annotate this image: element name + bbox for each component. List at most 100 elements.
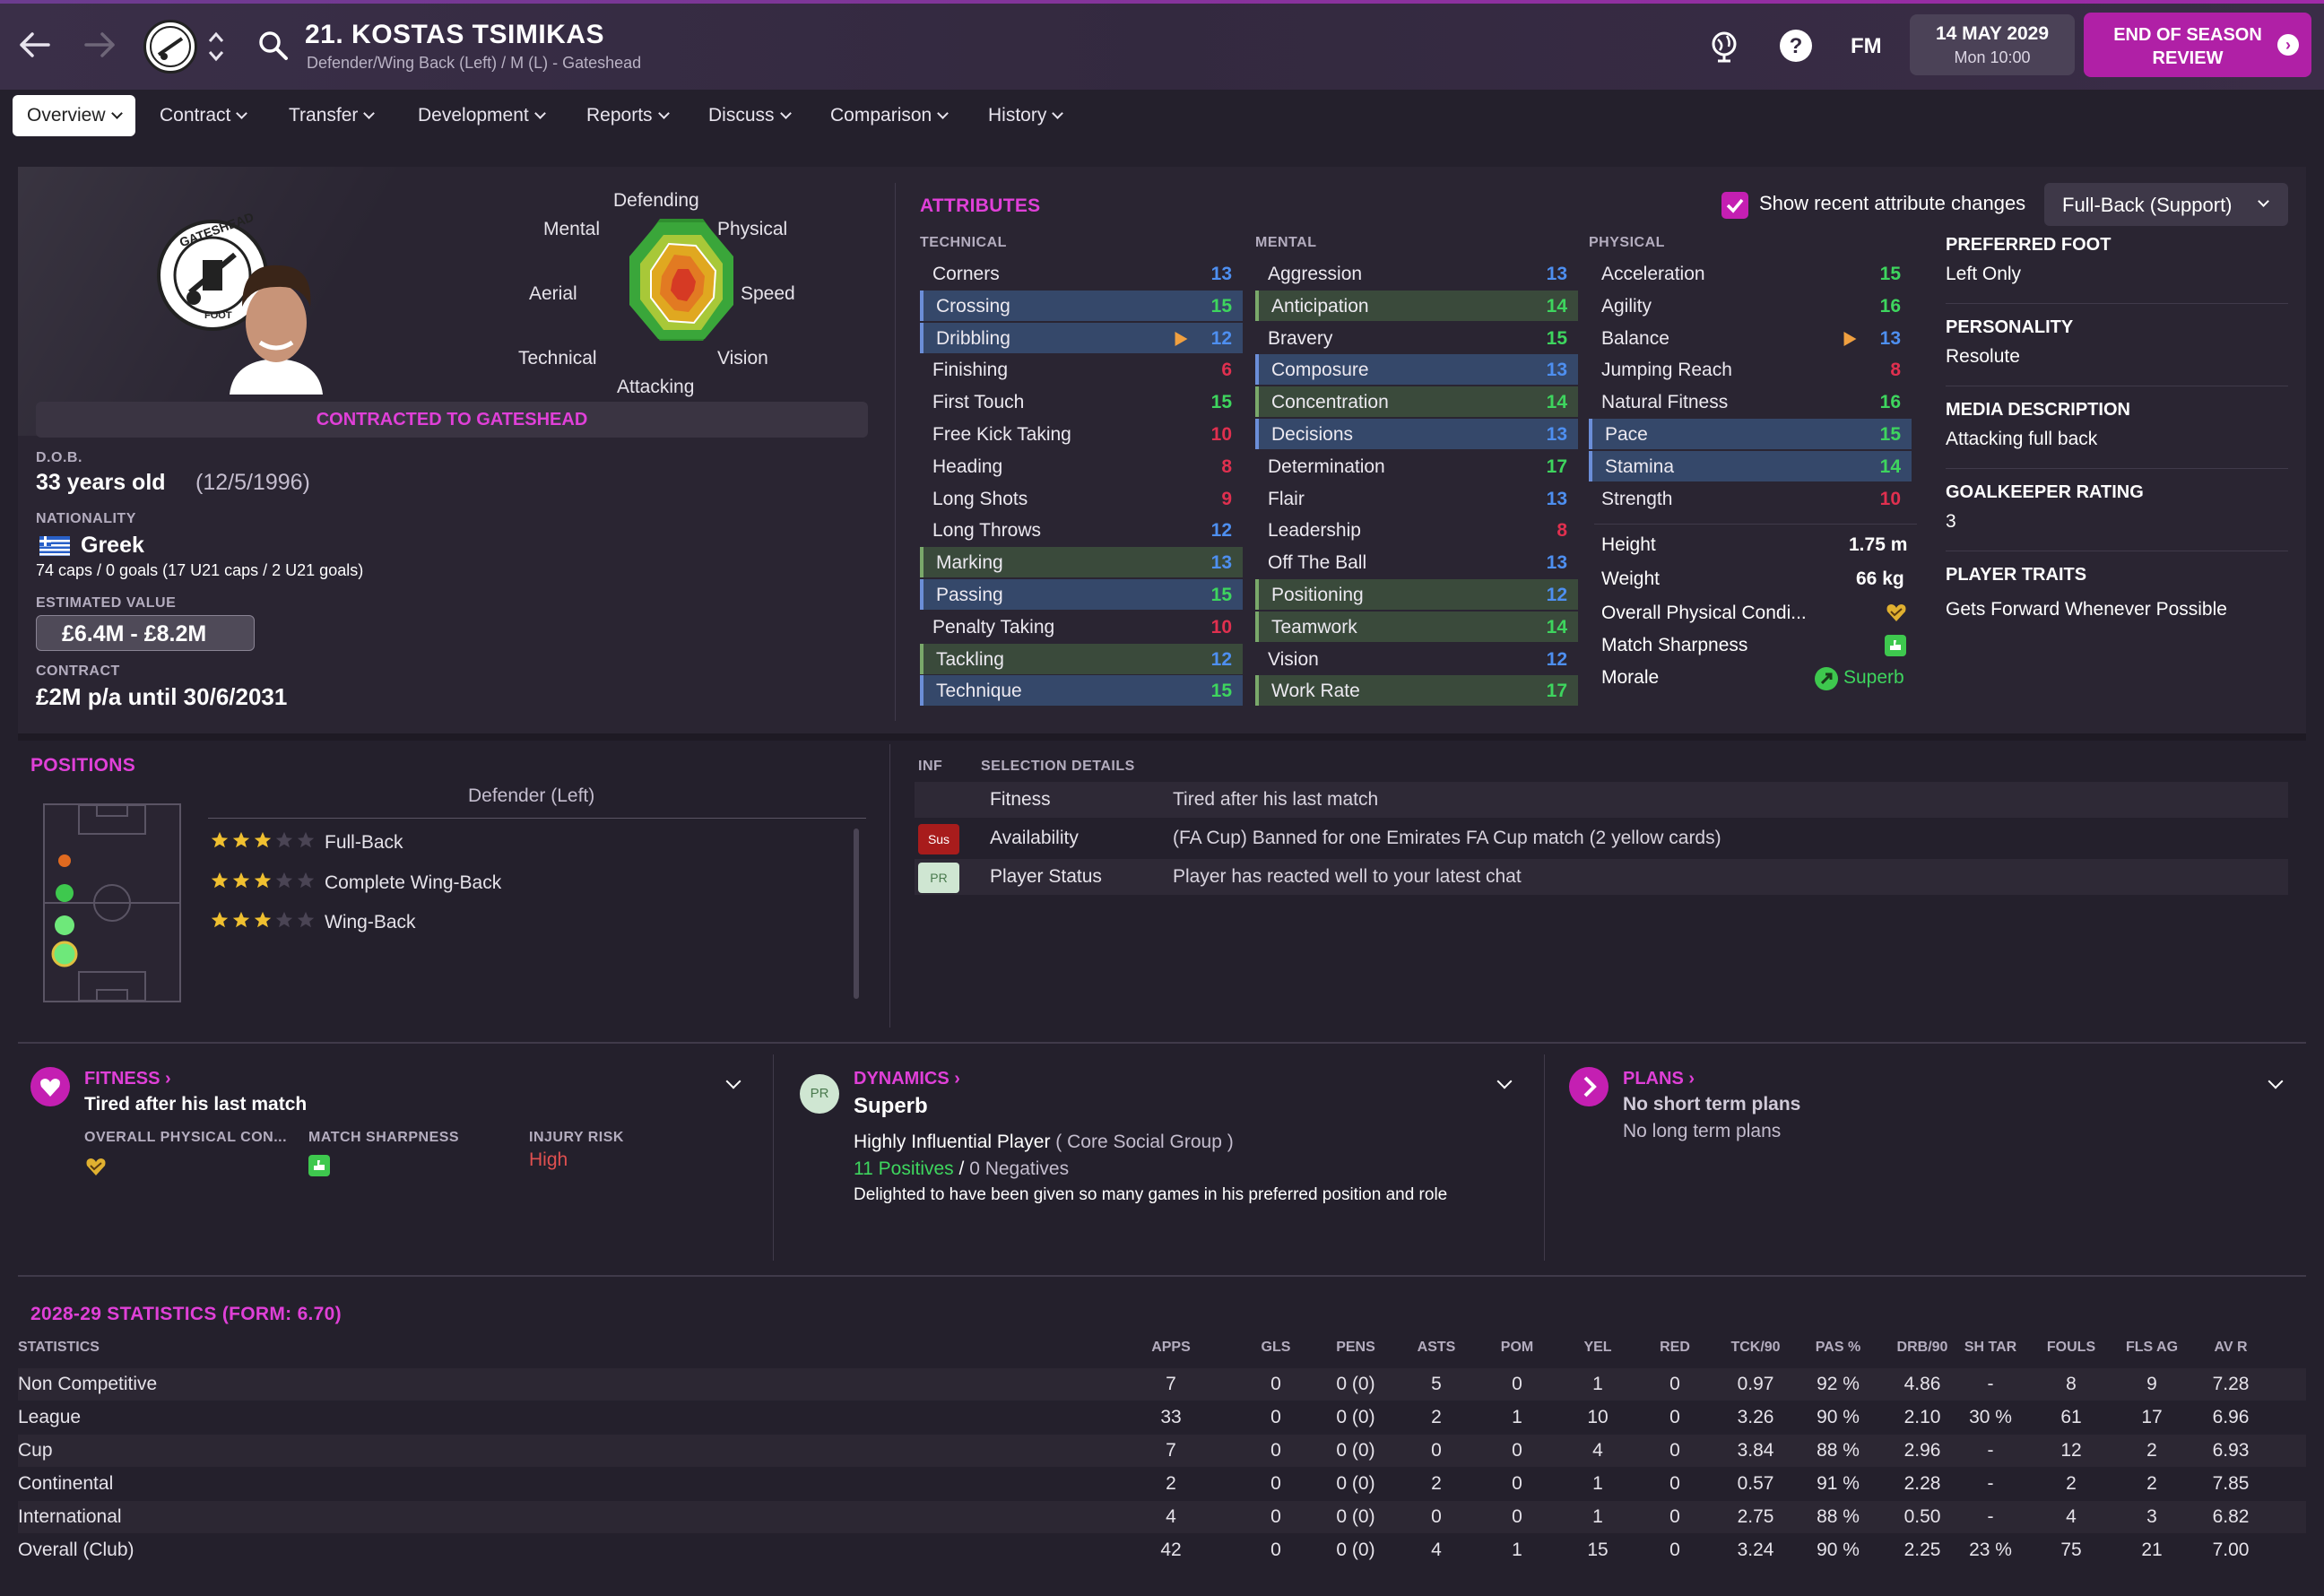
tab-transfer[interactable]: Transfer xyxy=(289,95,376,136)
statistics-cell: 0 (0) xyxy=(1336,1506,1375,1527)
attribute-row[interactable]: Corners 13 xyxy=(920,258,1243,289)
attribute-row[interactable]: Stamina 14 xyxy=(1589,450,1912,481)
attribute-row[interactable]: Concentration 14 xyxy=(1255,386,1578,418)
attribute-row[interactable]: Teamwork 14 xyxy=(1255,611,1578,642)
statistics-title: 2028-29 STATISTICS (FORM: 6.70) xyxy=(30,1304,342,1324)
statistics-row[interactable]: Continental 2 0 0 (0) 2 0 1 0 0.57 91 % 2.28 - 2 2 7.8… xyxy=(18,1468,2306,1500)
attribute-row[interactable]: Crossing 15 xyxy=(920,290,1243,321)
statistics-cell: 2.96 xyxy=(1903,1440,1941,1461)
tab-contract[interactable]: Contract xyxy=(160,95,248,136)
fm-menu-button[interactable]: FM xyxy=(1851,34,1882,58)
plans-title[interactable]: PLANS › xyxy=(1623,1069,1695,1089)
role-item[interactable]: Wing-Back xyxy=(210,910,837,939)
attribute-row[interactable]: Leadership 8 xyxy=(1255,515,1578,545)
attribute-row[interactable]: Finishing 6 xyxy=(920,354,1243,385)
roles-scrollbar[interactable] xyxy=(854,828,859,999)
attribute-row[interactable]: Free Kick Taking 10 xyxy=(920,419,1243,449)
fitness-expand-icon[interactable] xyxy=(725,1073,741,1089)
attribute-row[interactable]: Penalty Taking 10 xyxy=(920,612,1243,642)
show-changes-checkbox[interactable] xyxy=(1721,192,1748,219)
attribute-row[interactable]: Determination 17 xyxy=(1255,451,1578,481)
back-arrow-icon[interactable] xyxy=(14,25,54,65)
player-switch-icon[interactable] xyxy=(204,27,228,66)
dynamics-expand-icon[interactable] xyxy=(1496,1073,1513,1089)
attribute-row[interactable]: Passing 15 xyxy=(920,579,1243,610)
attribute-row[interactable]: Strength 10 xyxy=(1589,483,1912,514)
attribute-value: 12 xyxy=(1546,648,1567,670)
attribute-row[interactable]: Flair 13 xyxy=(1255,483,1578,514)
tab-comparison[interactable]: Comparison xyxy=(830,95,950,136)
attribute-row[interactable]: Long Throws 12 xyxy=(920,515,1243,545)
attribute-row[interactable]: Dribbling 12 xyxy=(920,322,1243,353)
attribute-name: Marking xyxy=(936,552,1003,574)
plans-expand-icon[interactable] xyxy=(2268,1073,2284,1089)
attribute-row[interactable]: Marking 13 xyxy=(920,547,1243,578)
attribute-row[interactable]: Agility 16 xyxy=(1589,291,1912,321)
role-dropdown[interactable]: Full-Back (Support) xyxy=(2044,183,2288,226)
attribute-row[interactable]: Natural Fitness 16 xyxy=(1589,386,1912,417)
attribute-row[interactable]: Tackling 12 xyxy=(920,643,1243,674)
age-value: 33 years old xyxy=(36,470,166,495)
attribute-value: 13 xyxy=(1546,552,1567,574)
current-time: Mon 10:00 xyxy=(1954,48,2031,66)
role-item[interactable]: Full-Back xyxy=(210,830,837,859)
attribute-name: Anticipation xyxy=(1271,295,1369,317)
statistics-header-cell: PAS % xyxy=(1815,1340,1861,1355)
tab-overview[interactable]: Overview xyxy=(13,95,135,136)
statistics-row[interactable]: League 33 0 0 (0) 2 1 10 0 3.26 90 % 2.10 30 % 61 17 6… xyxy=(18,1401,2306,1434)
statistics-row[interactable]: Overall (Club) 42 0 0 (0) 4 1 15 0 3.24 90 % 2.25 2… xyxy=(18,1534,2306,1566)
statistics-row[interactable]: International 4 0 0 (0) 0 0 1 0 2.75 88 % 0.50 - 4 3 6… xyxy=(18,1501,2306,1533)
attribute-row[interactable]: Aggression 13 xyxy=(1255,258,1578,289)
radar-label-mental: Mental xyxy=(543,219,601,239)
attribute-row[interactable]: Work Rate 17 xyxy=(1255,675,1578,707)
show-changes-label[interactable]: Show recent attribute changes xyxy=(1759,192,2026,214)
tab-reports[interactable]: Reports xyxy=(586,95,670,136)
help-icon[interactable]: ? xyxy=(1779,29,1813,63)
end-of-season-review-button[interactable]: END OF SEASON REVIEW › xyxy=(2084,13,2311,77)
tab-history[interactable]: History xyxy=(988,95,1064,136)
statistics-cell: 0 (0) xyxy=(1336,1440,1375,1461)
attribute-row[interactable]: Jumping Reach 8 xyxy=(1589,354,1912,385)
plans-chevron-icon xyxy=(1569,1067,1609,1106)
globe-icon[interactable] xyxy=(1707,29,1741,63)
search-icon[interactable] xyxy=(258,30,289,66)
attribute-row[interactable]: Composure 13 xyxy=(1255,354,1578,386)
chevron-down-icon xyxy=(2258,195,2269,207)
attribute-row[interactable]: Bravery 15 xyxy=(1255,323,1578,353)
club-crest-icon[interactable] xyxy=(143,20,197,74)
statistics-row[interactable]: Cup 7 0 0 (0) 0 0 4 0 3.84 88 % 2.96 - 12 2 6.93 xyxy=(18,1435,2306,1467)
tab-development[interactable]: Development xyxy=(418,95,546,136)
role-item[interactable]: Complete Wing-Back xyxy=(210,871,837,899)
attribute-name: Finishing xyxy=(932,360,1009,381)
attribute-row[interactable]: Positioning 12 xyxy=(1255,579,1578,610)
star-icon xyxy=(275,912,293,928)
attribute-row[interactable]: Decisions 13 xyxy=(1255,419,1578,449)
divider xyxy=(1946,468,2288,469)
attribute-name: Positioning xyxy=(1271,585,1364,605)
dynamics-title[interactable]: DYNAMICS › xyxy=(854,1069,960,1089)
statistics-row[interactable]: Non Competitive 7 0 0 (0) 5 0 1 0 0.97 92 % 4.86 - 8… xyxy=(18,1368,2306,1401)
attribute-row[interactable]: Acceleration 15 xyxy=(1589,258,1912,289)
attribute-value: 13 xyxy=(1546,424,1567,445)
attribute-name: Vision xyxy=(1268,648,1319,670)
statistics-cell: 0.57 xyxy=(1737,1473,1774,1494)
attribute-row[interactable]: Vision 12 xyxy=(1255,644,1578,674)
nationality-value[interactable]: Greek xyxy=(81,533,144,558)
attribute-row[interactable]: Long Shots 9 xyxy=(920,483,1243,514)
tab-discuss[interactable]: Discuss xyxy=(708,95,792,136)
fitness-title[interactable]: FITNESS › xyxy=(84,1069,171,1089)
attribute-row[interactable]: Balance 13 xyxy=(1589,323,1912,353)
statistics-cell: 7.85 xyxy=(2212,1473,2250,1494)
attribute-row[interactable]: First Touch 15 xyxy=(920,386,1243,417)
attribute-row[interactable]: Anticipation 14 xyxy=(1255,290,1578,321)
attribute-row[interactable]: Technique 15 xyxy=(920,675,1243,707)
forward-arrow-icon[interactable] xyxy=(81,25,120,65)
attribute-row[interactable]: Off The Ball 13 xyxy=(1255,547,1578,577)
attribute-name: Natural Fitness xyxy=(1601,392,1729,413)
attribute-row[interactable]: Heading 8 xyxy=(920,451,1243,481)
attribute-name: Leadership xyxy=(1268,520,1361,542)
date-box[interactable]: 14 MAY 2029 Mon 10:00 xyxy=(1910,14,2075,75)
attribute-name: Tackling xyxy=(936,648,1004,670)
player-traits-value[interactable]: Gets Forward Whenever Possible xyxy=(1946,599,2227,620)
attribute-row[interactable]: Pace 15 xyxy=(1589,419,1912,449)
